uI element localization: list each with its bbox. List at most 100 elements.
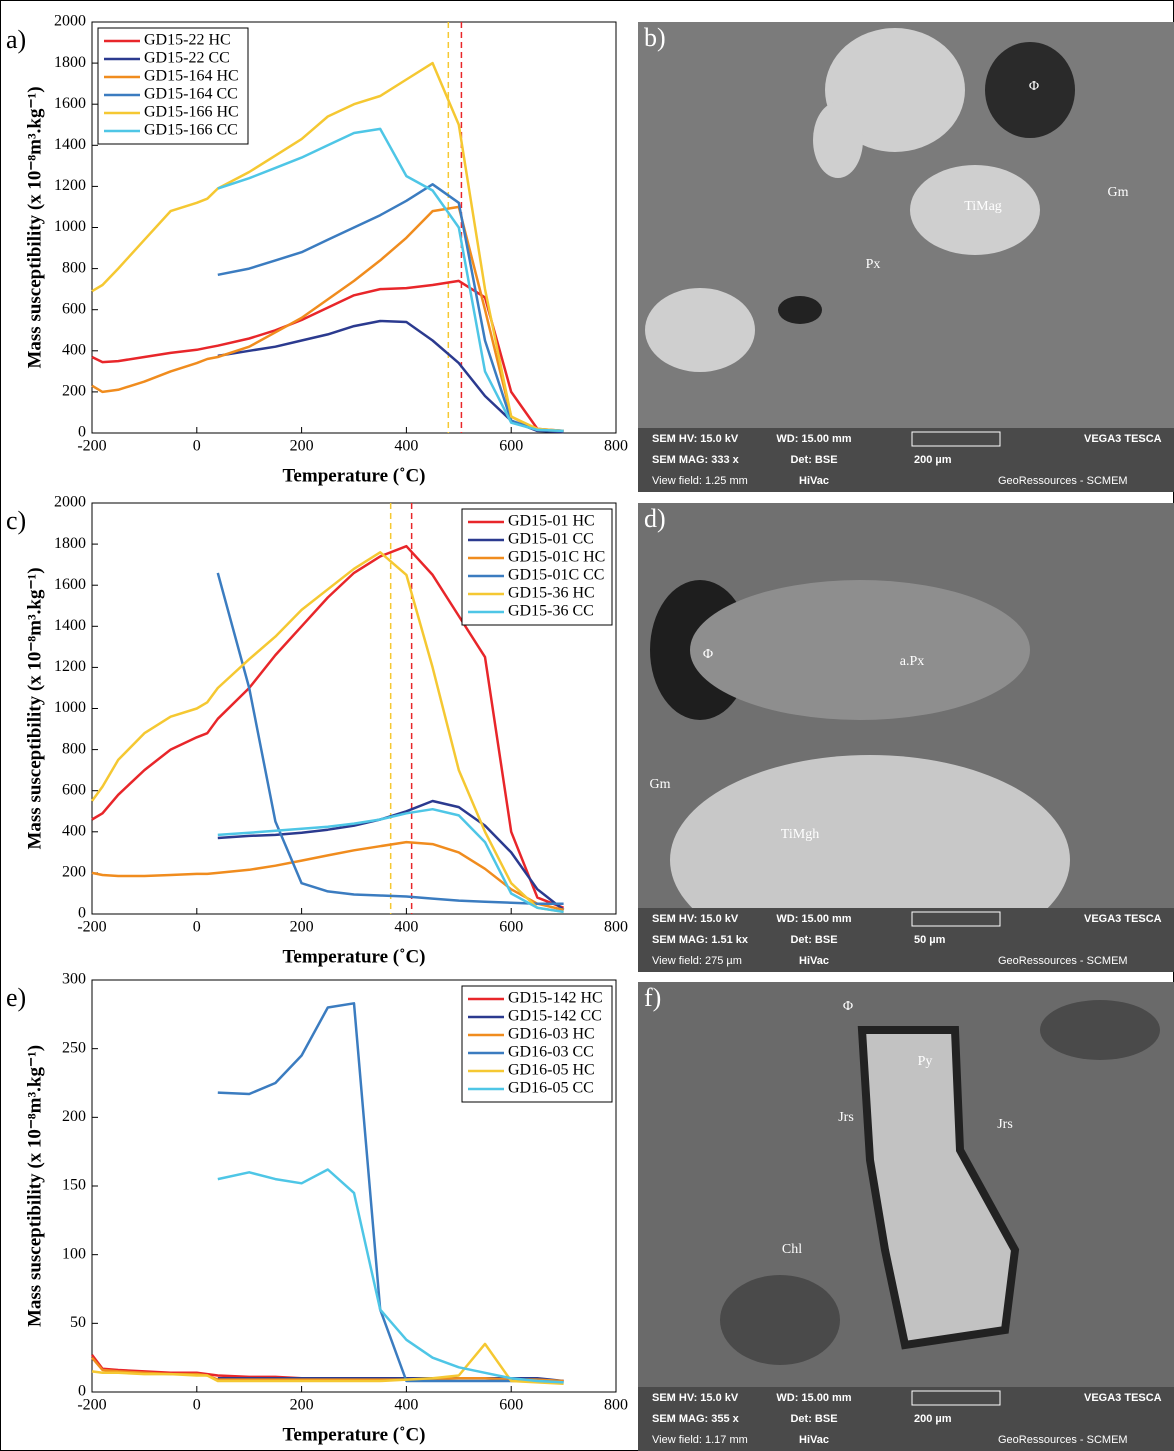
grain (813, 102, 863, 178)
info-bar (638, 1387, 1174, 1451)
info-text: Det: BSE (790, 934, 837, 946)
legend-label: GD15-166 CC (144, 122, 238, 139)
panel-label: e) (6, 983, 26, 1012)
info-text: GeoRessources - SCMEM (998, 1434, 1128, 1446)
legend-label: GD15-01 CC (508, 531, 594, 548)
x-tick-label: -200 (77, 1397, 106, 1414)
info-text: 200 µm (914, 454, 952, 466)
y-tick-label: 1400 (54, 136, 86, 153)
scale-bar (911, 431, 1001, 447)
mineral-label: TiMag (964, 199, 1002, 214)
info-text: HiVac (799, 475, 829, 487)
mineral-label: Py (918, 1054, 933, 1069)
info-text: GeoRessources - SCMEM (998, 475, 1128, 487)
mineral-label: Gm (650, 777, 671, 792)
series-line (91, 61, 564, 433)
legend-label: GD16-05 CC (508, 1080, 594, 1097)
grain (825, 28, 965, 152)
y-tick-label: 200 (62, 1108, 86, 1125)
legend-label: GD16-03 HC (508, 1026, 595, 1043)
y-tick-label: 2000 (54, 13, 86, 30)
y-tick-label: 300 (62, 971, 86, 988)
x-axis-label: Temperature (˚C) (283, 946, 426, 967)
y-tick-label: 1600 (54, 576, 86, 593)
y-tick-label: 0 (78, 905, 86, 922)
info-text: WD: 15.00 mm (776, 913, 851, 925)
series-line (217, 127, 564, 433)
legend-label: GD15-164 HC (144, 68, 239, 85)
y-tick-label: 1800 (54, 535, 86, 552)
mineral-label: Px (866, 257, 881, 272)
grain (690, 580, 1030, 720)
grain (910, 165, 1040, 255)
info-text: View field: 1.25 mm (652, 475, 748, 487)
y-tick-label: 200 (62, 864, 86, 881)
x-tick-label: 0 (193, 438, 201, 455)
y-tick-label: 600 (62, 781, 86, 798)
x-tick-label: 400 (394, 1397, 418, 1414)
info-text: HiVac (799, 955, 829, 967)
x-tick-label: 200 (290, 919, 314, 936)
legend-label: GD15-142 HC (508, 990, 603, 1007)
y-tick-label: 50 (70, 1314, 86, 1331)
series-line (91, 205, 564, 433)
y-tick-label: 250 (62, 1039, 86, 1056)
legend-label: GD15-166 HC (144, 104, 239, 121)
y-tick-label: 1200 (54, 658, 86, 675)
y-tick-label: 1200 (54, 177, 86, 194)
x-tick-label: 800 (604, 438, 628, 455)
x-tick-label: 400 (394, 919, 418, 936)
info-text: 200 µm (914, 1413, 952, 1425)
y-tick-label: 150 (62, 1177, 86, 1194)
mineral-label: Jrs (997, 1117, 1013, 1132)
legend-label: GD15-22 HC (144, 32, 231, 49)
info-text: SEM HV: 15.0 kV (652, 1392, 739, 1404)
legend-label: GD15-142 CC (508, 1008, 602, 1025)
legend-box (97, 27, 249, 145)
info-bar (638, 428, 1174, 492)
x-tick-label: 600 (499, 1397, 523, 1414)
x-tick-label: 0 (193, 919, 201, 936)
x-tick-label: 800 (604, 919, 628, 936)
info-text: View field: 1.17 mm (652, 1434, 748, 1446)
info-text: HiVac (799, 1434, 829, 1446)
y-axis-label: Mass susceptibility (x 10⁻⁸m³.kg⁻¹) (24, 567, 45, 849)
info-text: WD: 15.00 mm (776, 1392, 851, 1404)
legend-label: GD16-05 HC (508, 1062, 595, 1079)
info-text: SEM MAG: 1.51 kx (652, 934, 749, 946)
info-text: WD: 15.00 mm (776, 433, 851, 445)
y-tick-label: 1600 (54, 95, 86, 112)
series-line (217, 183, 564, 433)
info-text: SEM MAG: 355 x (652, 1413, 740, 1425)
scale-bar (911, 1390, 1001, 1406)
mineral-label: Chl (782, 1242, 802, 1257)
y-axis-label: Mass susceptibility (x 10⁻⁸m³.kg⁻¹) (24, 86, 45, 368)
mineral-label: a.Px (900, 654, 925, 669)
y-tick-label: 1000 (54, 699, 86, 716)
mineral-label: Φ (1029, 79, 1039, 94)
y-tick-label: 800 (62, 740, 86, 757)
y-tick-label: 0 (78, 424, 86, 441)
mineral-label: Gm (1108, 185, 1129, 200)
grain (645, 288, 755, 372)
y-tick-label: 200 (62, 383, 86, 400)
y-tick-label: 2000 (54, 494, 86, 511)
series-line (217, 1168, 564, 1384)
info-text: VEGA3 TESCA (1084, 433, 1162, 445)
x-tick-label: 0 (193, 1397, 201, 1414)
mineral-label: Φ (703, 647, 713, 662)
grain (985, 42, 1075, 138)
y-tick-label: 1000 (54, 218, 86, 235)
mineral-label: TiMgh (781, 827, 819, 842)
info-text: SEM HV: 15.0 kV (652, 433, 739, 445)
x-axis-label: Temperature (˚C) (283, 465, 426, 486)
series-line (217, 807, 564, 914)
series-line (91, 1342, 564, 1386)
x-tick-label: 600 (499, 919, 523, 936)
series-line (217, 1002, 564, 1384)
legend-label: GD15-22 CC (144, 50, 230, 67)
info-text: View field: 275 µm (652, 955, 742, 967)
panel-label: d) (644, 504, 666, 533)
grain (1040, 1000, 1160, 1060)
